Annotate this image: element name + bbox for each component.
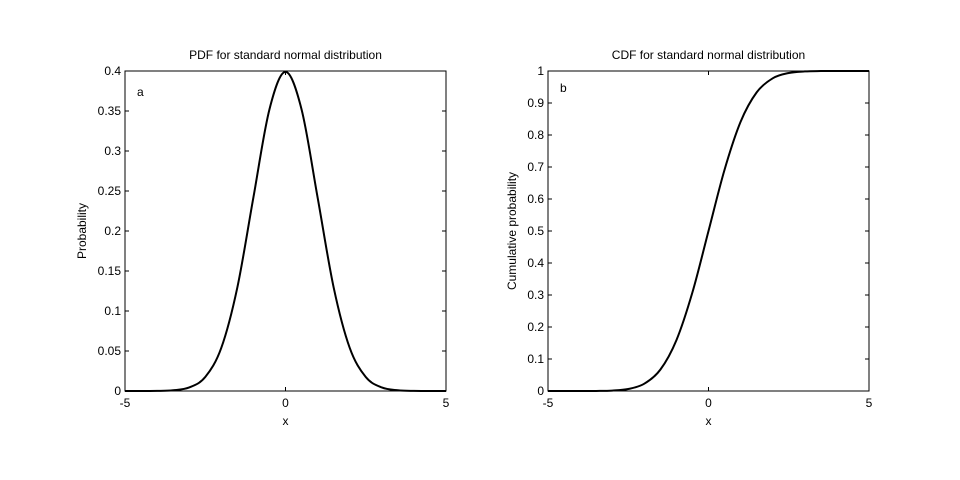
panel-a-ytick-label: 0.35	[98, 104, 122, 118]
panel-a-ytick-label: 0.2	[104, 224, 121, 238]
panel-a-frame	[124, 70, 447, 392]
panel-a: -5 0 500.050.10.150.20.250.30.350.4 PDF fo…	[75, 48, 450, 428]
panel-b-tick-labels: -5 0 500.10.20.30.40.50.60.70.80.91	[527, 64, 872, 410]
panel-a-tick-labels: -5 0 500.050.10.150.20.250.30.350.4	[98, 64, 450, 410]
panel-b-ytick-label: 0.9	[527, 96, 544, 110]
panel-b-curve-layer	[548, 69, 869, 393]
panel-a-xtick-label: 0	[282, 396, 289, 410]
panel-a-ytick-label: 0.4	[104, 64, 121, 78]
panel-a-series-line	[124, 70, 447, 393]
panel-a-ytick-label: 0.3	[104, 144, 121, 158]
panel-b: -5 0 500.10.20.30.40.50.60.70.80.91 CDF fo…	[505, 48, 873, 428]
panel-b-series-line	[548, 69, 869, 393]
panel-b-ytick-label: 0.7	[527, 160, 544, 174]
panel-b-ytick-label: 0.6	[527, 192, 544, 206]
panel-b-ytick-label: 0.5	[527, 224, 544, 238]
panel-b-letter: b	[560, 81, 567, 95]
panel-b-y-axis-label: Cumulative probability	[505, 172, 519, 290]
panel-a-xtick-label: -5	[120, 396, 131, 410]
panel-a-ticks	[124, 70, 447, 392]
panel-a-ytick-label: 0.1	[104, 304, 121, 318]
panel-b-ytick-label: 0.2	[527, 320, 544, 334]
panel-a-curve-layer	[124, 70, 447, 393]
panel-b-xtick-label: 5	[866, 396, 873, 410]
panel-a-y-axis-label: Probability	[75, 203, 89, 259]
panel-a-ytick-label: 0.05	[98, 344, 122, 358]
panel-b-ytick-label: 0.1	[527, 352, 544, 366]
panel-a-x-axis-label: x	[283, 414, 289, 428]
panel-a-title: PDF for standard normal distribution	[189, 48, 382, 62]
panel-a-ytick-label: 0.25	[98, 184, 122, 198]
panel-b-ytick-label: 0	[537, 384, 544, 398]
panel-a-ytick-label: 0	[114, 384, 121, 398]
panel-b-ytick-label: 0.3	[527, 288, 544, 302]
panel-b-ytick-label: 0.8	[527, 128, 544, 142]
panel-a-letter: a	[137, 85, 144, 99]
panel-a-ytick-label: 0.15	[98, 264, 122, 278]
panel-b-ytick-label: 0.4	[527, 256, 544, 270]
panel-b-xtick-label: 0	[705, 396, 712, 410]
panel-b-x-axis-label: x	[706, 414, 712, 428]
panel-b-ytick-label: 1	[537, 64, 544, 78]
panel-b-title: CDF for standard normal distribution	[612, 48, 805, 62]
panel-b-xtick-label: -5	[543, 396, 554, 410]
panel-a-xtick-label: 5	[443, 396, 450, 410]
